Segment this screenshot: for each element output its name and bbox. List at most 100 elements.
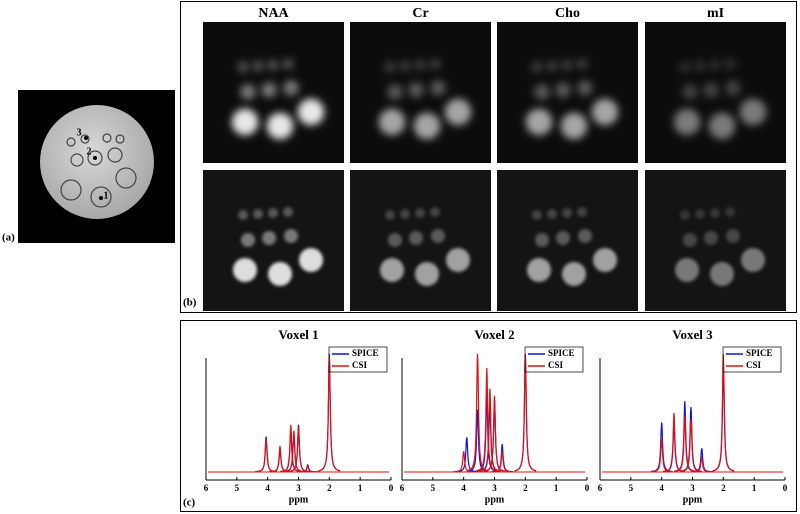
map-blob: [578, 229, 592, 243]
map-blob: [299, 248, 323, 272]
map-blob: [562, 262, 586, 286]
map-blob: [593, 248, 617, 272]
map-blob: [238, 210, 248, 220]
x-axis-label: ppm: [289, 494, 309, 505]
map-blob: [387, 84, 403, 100]
x-tick-label: 2: [721, 483, 726, 493]
map-blob: [556, 231, 570, 245]
map-blob: [562, 208, 572, 218]
map-blob: [268, 208, 278, 218]
legend-label: SPICE: [746, 348, 773, 358]
x-tick-label: 5: [235, 483, 240, 493]
map-blob: [400, 209, 410, 219]
spectrum-peak: [478, 388, 501, 472]
x-tick-label: 6: [204, 483, 209, 493]
map-blob: [380, 258, 404, 282]
spectrum-peak: [475, 367, 498, 472]
map-blob: [297, 98, 325, 126]
map-blob: [708, 112, 736, 140]
map-blob: [388, 233, 402, 247]
map-blob: [531, 61, 543, 73]
map-blob: [261, 82, 277, 98]
x-tick-label: 3: [296, 483, 301, 493]
spectrum-peak: [691, 455, 713, 473]
map-blob: [682, 84, 698, 100]
map-blob: [415, 208, 425, 218]
map-blob: [284, 229, 298, 243]
column-header: mI: [707, 6, 724, 21]
spectrum-peak: [491, 451, 513, 473]
map-blob: [725, 80, 741, 96]
map-blob: [703, 82, 719, 98]
map-blob: [576, 58, 588, 70]
phantom-label: 3: [77, 127, 82, 138]
legend-label: SPICE: [352, 348, 379, 358]
x-tick-label: 3: [492, 483, 497, 493]
map-blob: [409, 231, 423, 245]
map-blobs: [675, 207, 765, 286]
legend-label: CSI: [746, 360, 762, 370]
x-axis-label: ppm: [683, 494, 703, 505]
spectrum-peak: [297, 465, 319, 473]
map-blob: [241, 233, 255, 247]
spectrum-peak: [283, 430, 305, 473]
legend-box: [328, 346, 388, 373]
map-blob: [525, 108, 553, 136]
voxel-dot: [93, 156, 97, 160]
map-blob: [560, 112, 588, 140]
map-blob: [709, 59, 721, 71]
map-blob: [267, 59, 279, 71]
map-blob: [577, 207, 587, 217]
map-blob: [414, 59, 426, 71]
map-blob: [266, 112, 294, 140]
x-tick-label: 5: [431, 483, 436, 493]
x-axis-label: ppm: [485, 494, 505, 505]
map-blob: [710, 208, 720, 218]
panel-label: (a): [2, 232, 15, 244]
map-blob: [683, 233, 697, 247]
map-blob: [237, 61, 249, 73]
map-blob: [739, 98, 767, 126]
column-header: NAA: [258, 6, 289, 21]
chart-title: Voxel 1: [278, 327, 318, 342]
map-blob: [725, 207, 735, 217]
map-blob: [378, 108, 406, 136]
x-tick-label: 1: [554, 483, 559, 493]
x-tick-label: 0: [585, 483, 590, 493]
map-blob: [704, 231, 718, 245]
map-blob: [695, 209, 705, 219]
x-tick-label: 1: [358, 483, 363, 493]
map-blob: [283, 80, 299, 96]
map-blob: [429, 58, 441, 70]
voxel-dot: [99, 196, 103, 200]
map-blob: [415, 262, 439, 286]
map-blob: [231, 108, 259, 136]
map-blob: [561, 59, 573, 71]
map-blob: [675, 258, 699, 282]
map-blob: [444, 98, 472, 126]
panel-label: (b): [183, 297, 197, 309]
map-blob: [252, 60, 264, 72]
x-tick-label: 4: [461, 483, 466, 493]
map-blob: [413, 112, 441, 140]
x-tick-label: 0: [783, 483, 788, 493]
column-header: Cho: [555, 6, 580, 21]
map-blob: [726, 229, 740, 243]
map-blob: [527, 258, 551, 282]
map-blob: [679, 61, 691, 73]
map-blob: [399, 60, 411, 72]
x-tick-label: 4: [659, 483, 664, 493]
phantom-vials: [60, 133, 137, 208]
map-blob: [430, 207, 440, 217]
map-blobs: [233, 207, 323, 286]
map-blobs: [525, 58, 619, 140]
panel-label: (c): [183, 497, 196, 509]
phantom-label: 2: [87, 146, 92, 157]
spectrum-peak: [663, 412, 685, 472]
legend-label: SPICE: [548, 348, 575, 358]
map-blob: [431, 229, 445, 243]
map-blob: [555, 82, 571, 98]
map-blob: [430, 80, 446, 96]
spectrum-peak: [483, 395, 506, 472]
